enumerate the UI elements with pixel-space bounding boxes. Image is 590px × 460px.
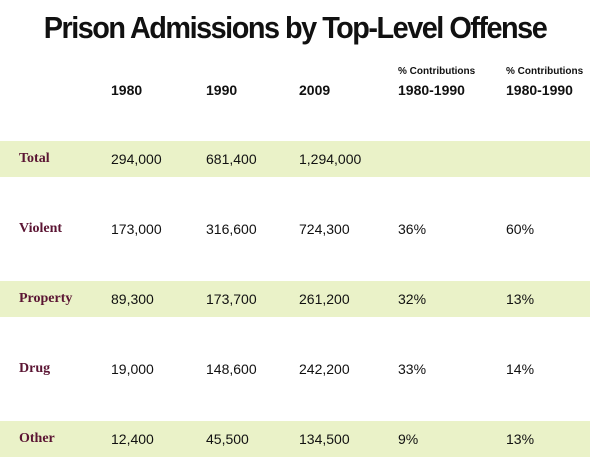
table-cell: 89,300	[111, 291, 154, 307]
table-cell: 173,000	[111, 221, 162, 237]
row-band	[0, 141, 590, 177]
table-cell: 13%	[506, 291, 535, 307]
table-cell: 19,000	[111, 361, 154, 377]
table-cell: 60%	[506, 221, 535, 237]
column-header: 1980-1990	[398, 82, 465, 98]
column-header: 1980	[111, 82, 143, 98]
row-label: Total	[19, 151, 50, 166]
table-cell: 681,400	[206, 151, 257, 167]
column-header: 2009	[299, 82, 331, 98]
table-cell: 45,500	[206, 431, 249, 447]
column-header-sublabel: % Contributions	[398, 66, 476, 77]
table-cell: 32%	[398, 291, 427, 307]
row-band	[0, 281, 590, 317]
table-cell: 242,200	[299, 361, 350, 377]
column-header-sublabel: % Contributions	[506, 66, 584, 77]
row-label: Property	[19, 291, 73, 306]
row-label: Other	[19, 431, 55, 446]
table-cell: 36%	[398, 221, 427, 237]
chart-title: Prison Admissions by Top-Level Offense	[43, 10, 548, 45]
row-band	[0, 421, 590, 457]
table-cell: 14%	[506, 361, 535, 377]
table-cell: 1,294,000	[299, 151, 362, 167]
table-cell: 13%	[506, 431, 535, 447]
table-cell: 33%	[398, 361, 427, 377]
table-cell: 12,400	[111, 431, 154, 447]
table-cell: 173,700	[206, 291, 257, 307]
table-cell: 294,000	[111, 151, 162, 167]
row-label: Drug	[19, 361, 51, 376]
table-cell: 9%	[398, 431, 419, 447]
table-cell: 148,600	[206, 361, 257, 377]
table-cell: 724,300	[299, 221, 350, 237]
column-header: 1990	[206, 82, 238, 98]
table-cell: 261,200	[299, 291, 350, 307]
row-label: Violent	[19, 221, 63, 236]
column-header: 1980-1990	[506, 82, 573, 98]
table-cell: 316,600	[206, 221, 257, 237]
table-cell: 134,500	[299, 431, 350, 447]
